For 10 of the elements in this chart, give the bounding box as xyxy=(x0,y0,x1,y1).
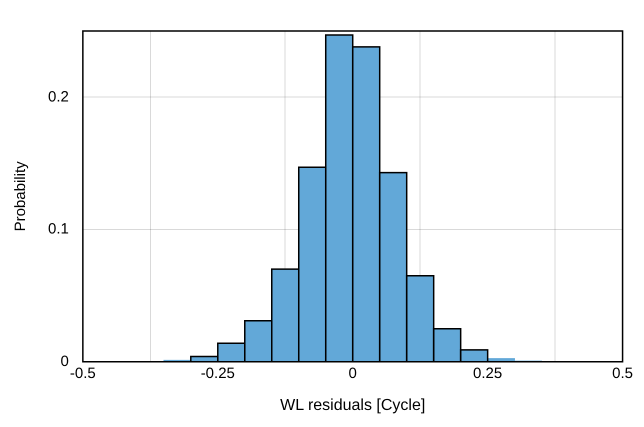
x-tick-label: 0.5 xyxy=(612,364,634,382)
y-axis-title: Probability xyxy=(12,160,30,232)
x-tick-label: -0.5 xyxy=(70,364,96,382)
x-axis-title: WL residuals [Cycle] xyxy=(280,396,426,414)
y-tick-label: 0.1 xyxy=(48,220,69,238)
y-tick-label: 0 xyxy=(60,352,69,370)
y-tick-label: 0.2 xyxy=(48,88,69,106)
x-tick-label: 0.25 xyxy=(473,364,502,382)
x-tick-label: -0.25 xyxy=(200,364,235,382)
x-tick-label: 0 xyxy=(348,364,357,382)
